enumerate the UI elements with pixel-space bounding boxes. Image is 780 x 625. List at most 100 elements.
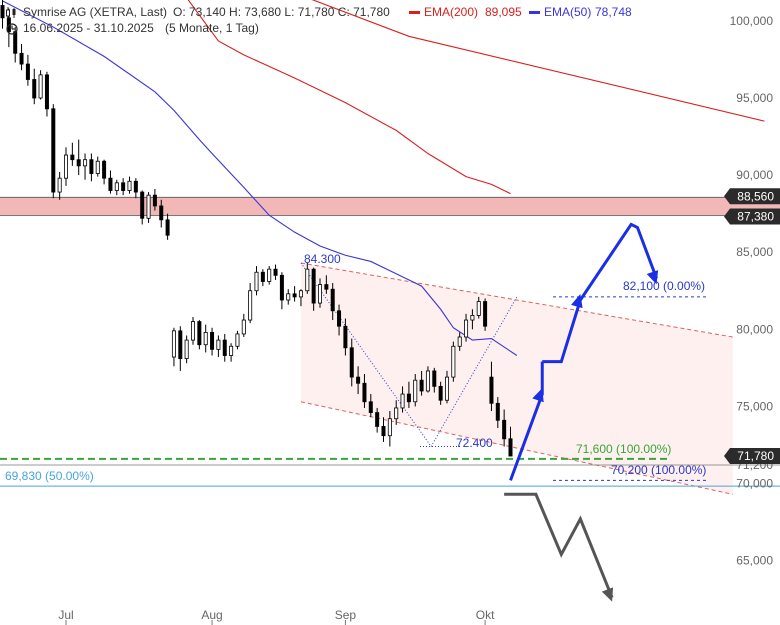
price-tag-last-bg	[724, 448, 780, 465]
candle-body-down	[44, 74, 49, 110]
candle-body-up	[235, 333, 240, 347]
candle-body-up	[114, 182, 119, 191]
candle-body-down	[25, 63, 30, 80]
candle-body-down	[311, 268, 316, 304]
channel-lower-line	[300, 401, 733, 495]
candle-body-up	[387, 418, 392, 437]
price-tag-88560: 88,560	[737, 189, 774, 203]
candle-body-down	[70, 154, 75, 161]
resistance-zone	[0, 197, 780, 216]
candle-body-down	[140, 191, 145, 219]
y-tick-label: 95,000	[736, 91, 773, 105]
candle-body-down	[76, 159, 81, 167]
candle-chart-icon	[6, 7, 16, 19]
candle-body-up	[394, 407, 399, 420]
candle-body-up	[298, 290, 303, 298]
candle-body-down	[210, 331, 215, 350]
candle-body-down	[19, 52, 24, 65]
candle-body-up	[464, 319, 469, 338]
candle-body-down	[343, 325, 348, 349]
candle-body-up	[470, 315, 475, 321]
candle-body-down	[102, 160, 107, 179]
scenario-down-arrowhead	[601, 587, 614, 602]
candle-body-up	[286, 293, 291, 301]
annotation-layer: 84.300 72.400 82,100 (0.00%) 71,600 (100.00…	[5, 222, 706, 602]
candle-body-up	[57, 177, 62, 193]
scenario-up-arrowhead-2	[571, 294, 583, 309]
candle-body-down	[292, 293, 297, 298]
scenario-up-leg3	[579, 222, 658, 301]
candle-body-down	[0, 5, 5, 19]
candle-body-down	[32, 79, 37, 99]
x-tick-label: Okt	[476, 608, 495, 622]
candle-body-up	[317, 284, 322, 304]
candle-body-down	[121, 182, 126, 191]
candle-body-up	[203, 331, 208, 346]
candle-body-down	[260, 271, 265, 282]
candle-body-up	[229, 345, 234, 356]
candle-body-down	[178, 330, 183, 359]
price-tag-last: 71,780	[737, 449, 774, 463]
candle-body-up	[171, 330, 176, 358]
instrument-title: Symrise AG (XETRA, Last)	[23, 5, 168, 19]
candle-body-up	[184, 339, 189, 359]
candle-body-up	[95, 160, 100, 174]
y-tick-label: 100,000	[730, 14, 774, 28]
candle-body-up	[83, 159, 88, 167]
candle-body-up	[64, 154, 69, 179]
candle-body-down	[381, 426, 386, 437]
candle-body-down	[419, 379, 424, 392]
price-tag-87380-bg	[724, 208, 780, 225]
candle-body-up	[400, 393, 405, 409]
y-tick-label: 75,000	[736, 399, 773, 413]
candle-body-up	[451, 345, 456, 378]
swing-high-label: 84.300	[304, 252, 341, 266]
ema50-line	[2, 0, 518, 356]
candle-body-up	[190, 321, 195, 341]
candle-body-down	[222, 339, 227, 356]
fib-71600-label: 71,600 (100.00%)	[576, 442, 671, 456]
background-layer	[0, 196, 780, 495]
ema200-line-right	[311, 0, 765, 122]
ema200-line	[187, 0, 511, 195]
indicator-layer	[0, 0, 780, 495]
candle-body-down	[368, 401, 373, 413]
candle-body-up	[216, 339, 221, 350]
ema200-legend-value: 89,095	[485, 5, 522, 19]
candle-body-down	[438, 385, 443, 401]
y-tick-label: 65,000	[736, 554, 773, 568]
ema50-legend-label: EMA(50)	[544, 5, 592, 19]
channel-fill	[300, 262, 733, 495]
scenario-up-arrowhead-1	[532, 388, 544, 403]
y-tick-label: 70,000	[736, 477, 773, 491]
candle-body-down	[508, 438, 513, 457]
candle-body-up	[241, 319, 246, 335]
y-tick-label: 80,000	[736, 322, 773, 336]
candle-body-down	[279, 274, 284, 301]
ema50-legend-swatch	[529, 11, 540, 14]
candle-body-up	[305, 268, 310, 292]
candle-body-up	[267, 268, 272, 282]
scenario-up-leg2	[542, 299, 582, 364]
candle-body-down	[165, 219, 170, 236]
candle-body-down	[273, 268, 278, 276]
fib-82100-label: 82,100 (0.00%)	[623, 279, 705, 293]
candle-body-up	[444, 376, 449, 401]
date-range: 16.06.2025 - 31.10.2025	[23, 21, 154, 35]
candle-body-up	[38, 74, 43, 99]
candle-body-down	[159, 205, 164, 221]
x-tick-label: Aug	[201, 608, 222, 622]
x-tick-label: Jul	[58, 608, 73, 622]
ema200-legend-label: EMA(200)	[424, 5, 479, 19]
candle-body-up	[127, 180, 132, 191]
ema50-legend-value: 78,748	[595, 5, 632, 19]
candle-body-down	[356, 376, 361, 384]
candle-body-down	[133, 180, 138, 193]
candle-body-down	[502, 419, 507, 440]
y-tick-label: 90,000	[736, 168, 773, 182]
candle-body-down	[108, 177, 113, 191]
candle-body-up	[425, 370, 430, 392]
candle-body-down	[152, 194, 157, 207]
candle-body-down	[337, 310, 342, 327]
